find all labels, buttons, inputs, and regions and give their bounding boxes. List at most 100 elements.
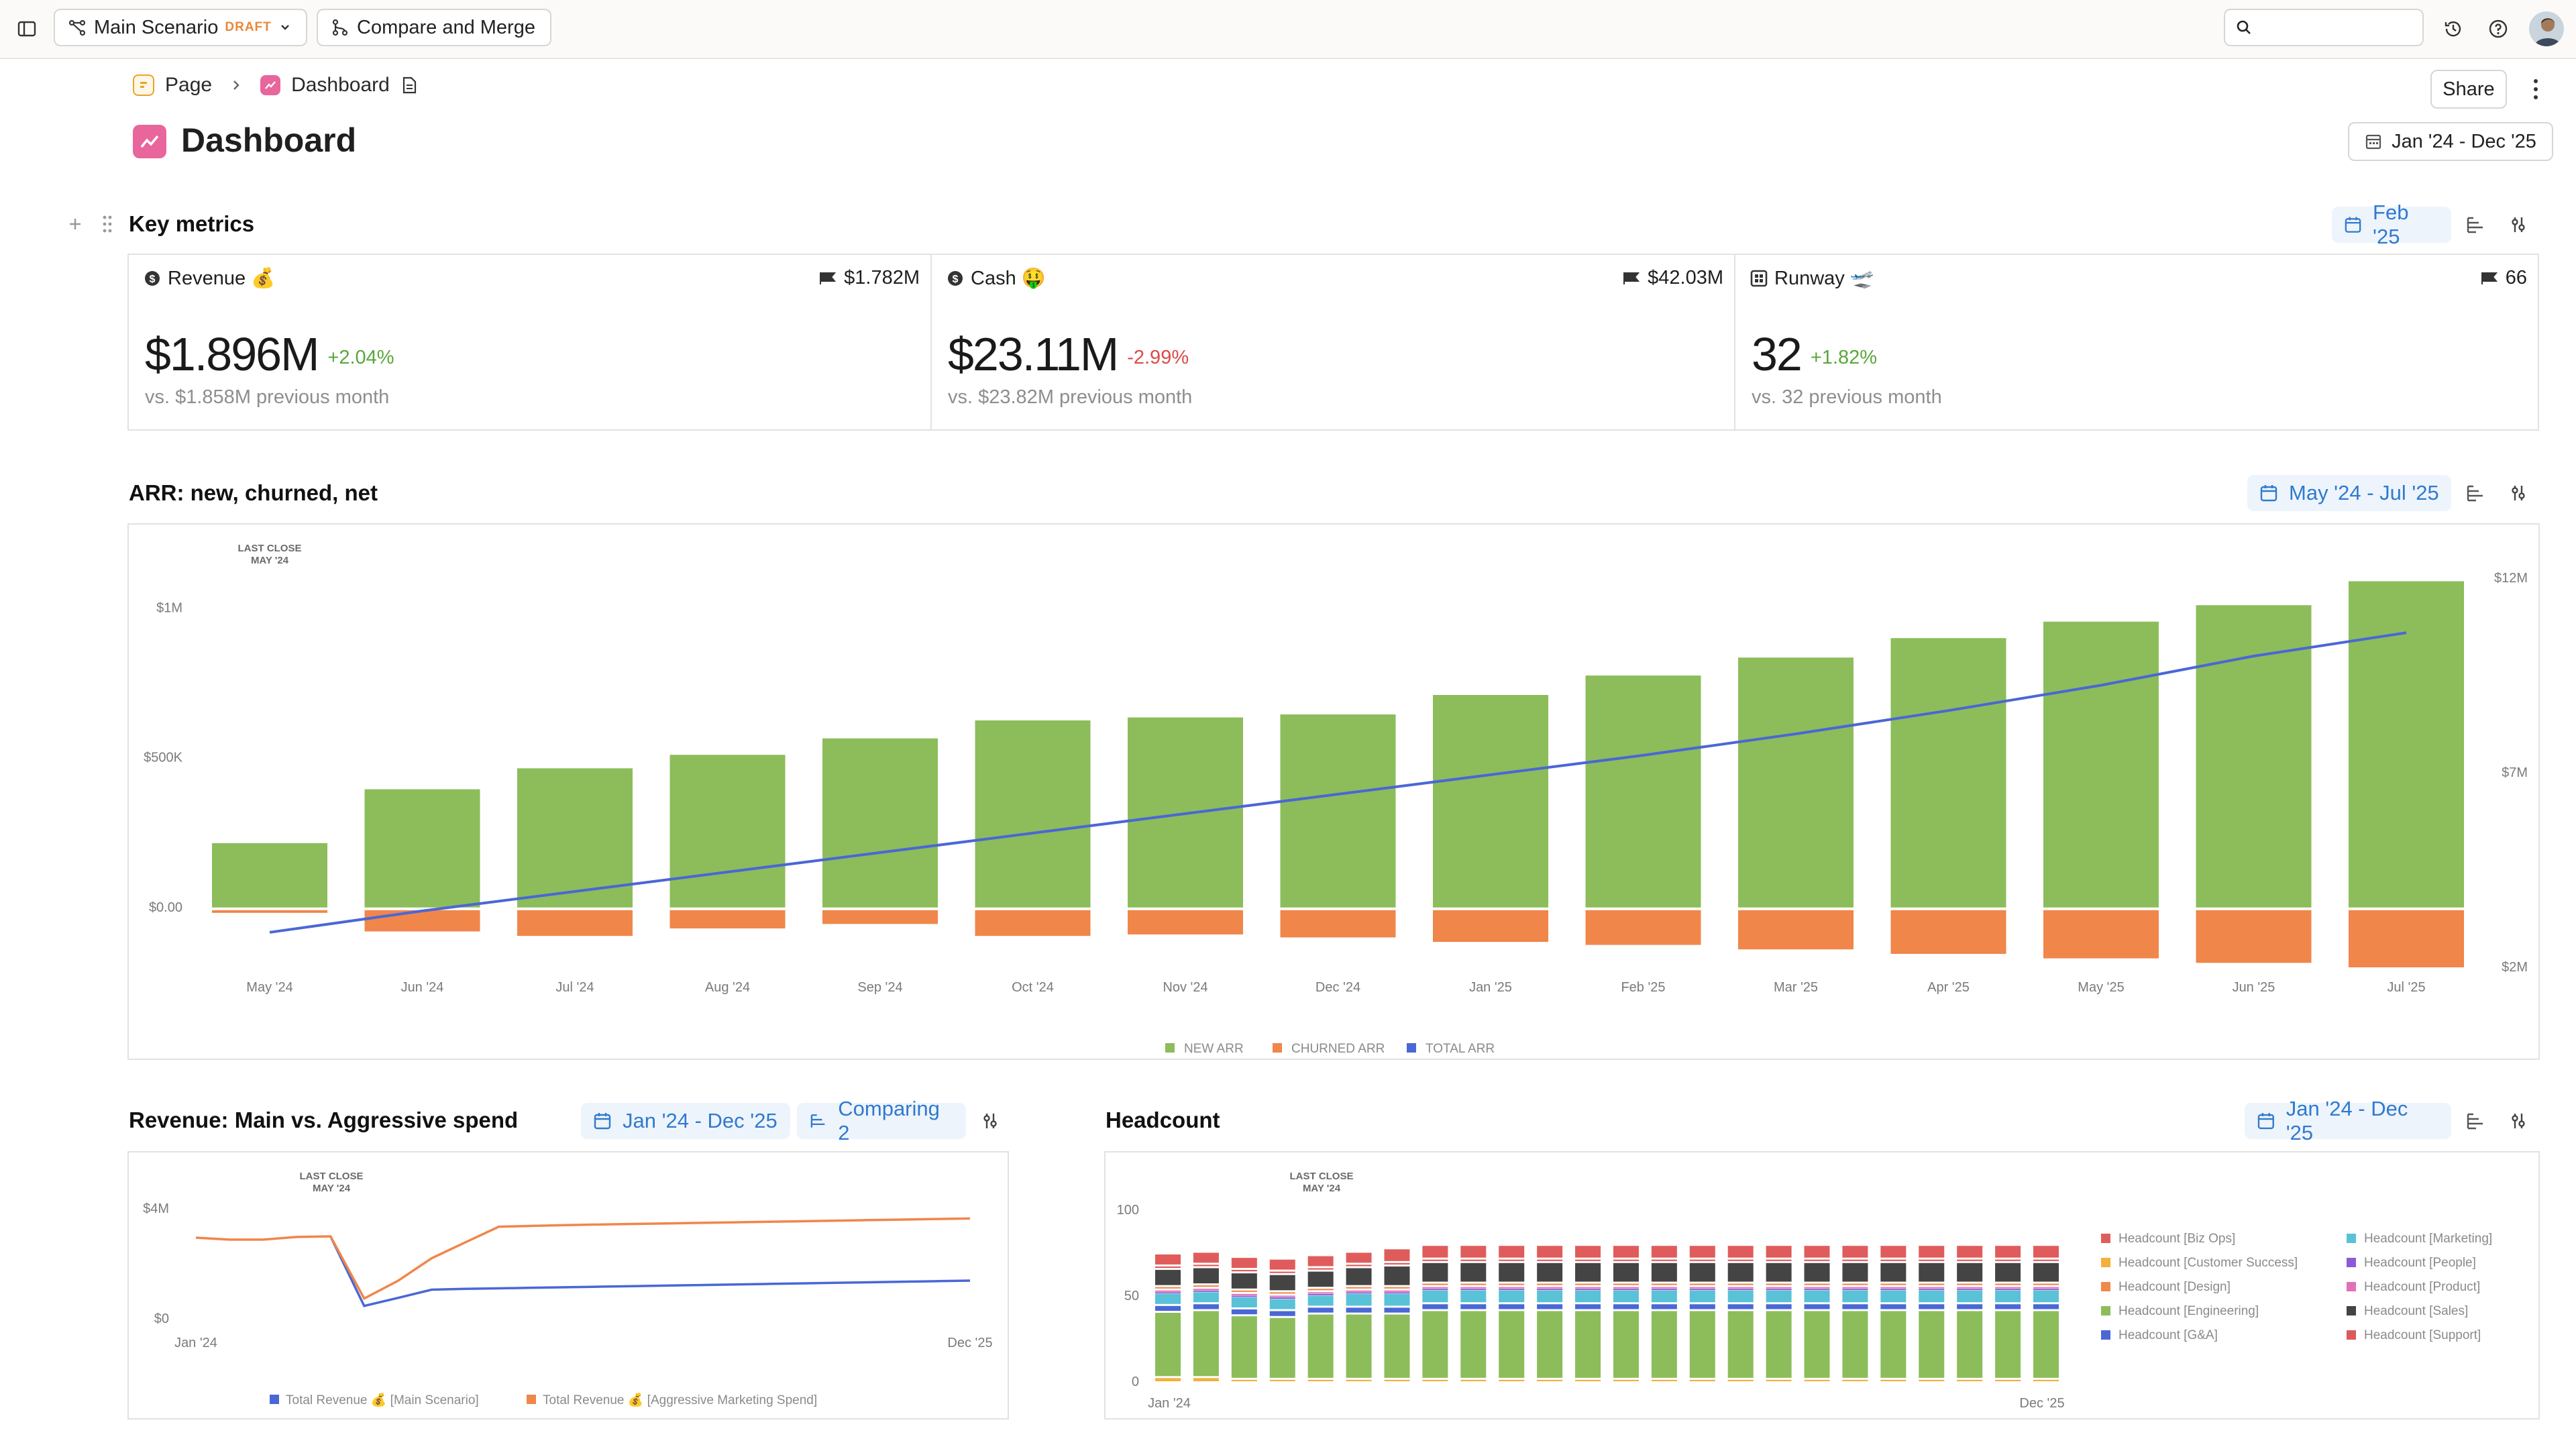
metric-card-cash[interactable]: $ Cash 🤑 $42.03M $23.11M -2.99% vs. $23.8… [930,254,1735,431]
bar-segment [1995,1259,2021,1261]
help-icon[interactable] [2482,13,2514,45]
bar-churned-arr [1890,910,2006,954]
bar-segment [1957,1379,1983,1381]
settings-sliders-icon[interactable] [2502,209,2534,241]
legend-label: CHURNED ARR [1291,1042,1385,1056]
drag-handle-icon[interactable] [91,208,123,240]
history-icon[interactable] [2437,13,2469,45]
bar-new-arr [669,755,786,908]
bar-segment [1651,1246,1677,1258]
metric-label-text: Revenue 💰 [168,268,276,289]
headcount-date-range[interactable]: Jan '24 - Dec '25 [2245,1097,2451,1144]
bar-segment [1155,1287,1181,1289]
bar-segment [1307,1292,1334,1294]
bar-segment [1804,1246,1830,1258]
bar-segment [1384,1290,1410,1292]
metric-target: 66 [2480,267,2527,289]
svg-text:$: $ [953,274,959,285]
x-tick-label: Sep '24 [857,980,902,995]
bar-segment [1651,1287,1677,1289]
bar-segment [1499,1311,1525,1378]
compare-merge-button[interactable]: Compare and Merge [317,9,551,46]
breadcrumb-dashboard[interactable]: Dashboard [291,74,390,96]
bar-segment [1727,1287,1754,1289]
calendar-icon [2260,485,2277,502]
bar-segment [1346,1292,1372,1294]
compare-icon [810,1114,825,1128]
bar-segment [1422,1283,1448,1285]
search-input[interactable] [2224,9,2424,46]
bar-churned-arr [822,910,938,924]
layout-icon[interactable] [2459,477,2491,509]
bar-segment [2033,1311,2059,1378]
y-right-tick-label: $2M [2502,960,2528,975]
more-options-icon[interactable] [2520,73,2552,105]
avatar[interactable] [2529,11,2564,46]
bar-segment [1269,1379,1295,1381]
bar-segment [1499,1259,1525,1261]
settings-sliders-icon[interactable] [2502,1105,2534,1137]
bar-segment [1307,1307,1334,1313]
bar-segment [2033,1287,2059,1289]
arr-date-range[interactable]: May '24 - Jul '25 [2247,475,2451,511]
bar-segment [1842,1379,1868,1381]
x-tick-label: Jan '24 [174,1336,217,1350]
comparing-button[interactable]: Comparing 2 [797,1097,966,1144]
bar-segment [1499,1289,1525,1291]
bar-segment [1460,1283,1487,1285]
settings-sliders-icon[interactable] [974,1105,1006,1137]
bar-segment [1957,1246,1983,1258]
sidebar-toggle-icon[interactable] [11,13,43,45]
calendar-icon [594,1113,611,1130]
share-button[interactable]: Share [2430,70,2507,109]
bar-segment [1346,1314,1372,1378]
scenario-selector[interactable]: Main Scenario DRAFT [54,9,307,46]
metric-value: $23.11M -2.99% [948,327,1189,381]
bar-segment [1804,1287,1830,1289]
grid-icon [1750,270,1768,287]
bar-segment [1384,1263,1410,1265]
bar-segment [1346,1252,1372,1263]
legend-swatch [2347,1330,2356,1340]
bar-segment [1880,1290,1907,1303]
settings-sliders-icon[interactable] [2502,477,2534,509]
metric-target-value: 66 [2505,267,2527,288]
metric-card-revenue[interactable]: $ Revenue 💰 $1.782M $1.896M +2.04% vs. $1… [127,254,932,431]
bar-segment [1269,1297,1295,1299]
add-block-icon[interactable] [59,208,91,240]
layout-icon[interactable] [2459,209,2491,241]
bar-segment [1804,1311,1830,1378]
key-metrics-date[interactable]: Feb '25 [2332,201,2451,248]
bar-segment [1880,1263,1907,1282]
revenue-date-range[interactable]: Jan '24 - Dec '25 [581,1103,790,1139]
breadcrumb-page[interactable]: Page [165,74,213,96]
y-tick-label: $0 [154,1311,169,1326]
bar-segment [1613,1263,1639,1282]
bar-new-arr [1738,657,1854,908]
bar-segment [1460,1379,1487,1381]
bar-segment [1537,1263,1563,1282]
bar-new-arr [1280,714,1396,908]
bar-segment [1575,1311,1601,1378]
bar-segment [1995,1263,2021,1282]
metric-card-runway[interactable]: Runway 🛫 66 32 +1.82% vs. 32 previous mon… [1734,254,2539,431]
bar-segment [1919,1283,1945,1285]
merge-icon [332,19,348,36]
bar-churned-arr [1585,910,1701,945]
bar-segment [1193,1265,1219,1267]
document-icon[interactable] [400,76,418,95]
bar-segment [1804,1379,1830,1381]
bar-churned-arr [212,910,327,913]
bar-segment [1995,1287,2021,1289]
bar-segment [1727,1246,1754,1258]
y-tick-label: 100 [1117,1203,1139,1218]
layout-icon[interactable] [2459,1105,2491,1137]
bar-segment [1384,1249,1410,1261]
page-date-range[interactable]: Jan '24 - Dec '25 [2348,122,2553,161]
metric-target-value: $1.782M [844,267,920,288]
bar-segment [1919,1246,1945,1258]
bar-segment [1804,1283,1830,1285]
bar-segment [1422,1287,1448,1289]
bar-segment [1269,1275,1295,1291]
bar-segment [1231,1309,1257,1315]
